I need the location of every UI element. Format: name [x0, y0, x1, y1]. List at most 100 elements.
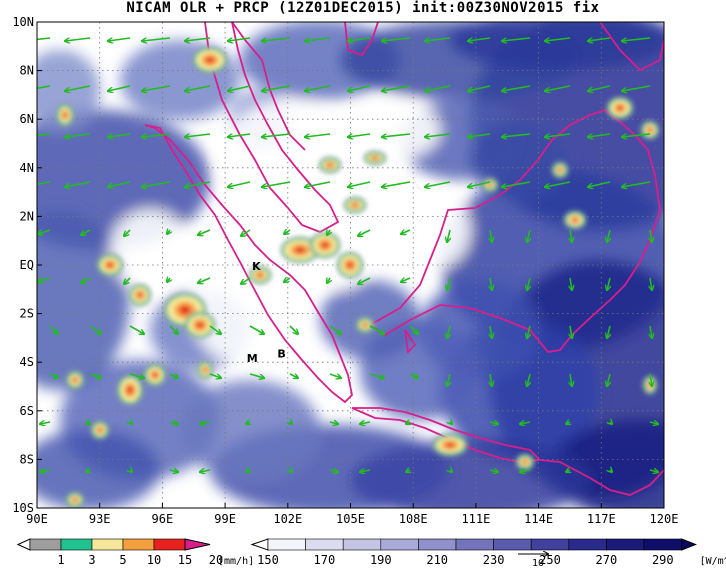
- x-tick-label: 120E: [650, 512, 679, 526]
- x-tick-label: 99E: [214, 512, 236, 526]
- wind-arrow: [241, 277, 251, 284]
- prcp-intense: [321, 242, 329, 248]
- olr-colorbar-tick: 230: [483, 553, 505, 567]
- prcp-intense: [205, 57, 215, 63]
- wind-arrow: [142, 133, 171, 137]
- wind-arrow: [262, 37, 291, 41]
- wind-arrow: [588, 181, 611, 187]
- wind-arrow: [305, 37, 331, 41]
- wind-arrow: [290, 422, 292, 424]
- reference-vector-label: 10: [532, 558, 544, 569]
- wind-arrow: [348, 133, 371, 137]
- wind-arrow: [37, 181, 51, 186]
- prcp-colorbar-tick: 1: [57, 553, 64, 567]
- prcp-colorbar-cell: [184, 538, 211, 551]
- wind-arrow: [360, 422, 371, 424]
- olr-colorbar-tick: 290: [652, 553, 674, 567]
- wind-arrow: [37, 133, 51, 137]
- olr-colorbar-cell: [267, 538, 306, 551]
- wind-arrow: [89, 325, 101, 334]
- olr-colorbar-cell: [568, 538, 607, 551]
- wind-arrow: [124, 229, 131, 236]
- wind-arrow: [290, 470, 292, 472]
- wind-arrow: [89, 373, 101, 378]
- x-tick-label: 102E: [273, 512, 302, 526]
- wind-arrow: [622, 85, 651, 91]
- wind-arrow: [527, 373, 530, 386]
- olr-colorbar-cell: [530, 538, 570, 551]
- wind-arrow: [447, 325, 450, 338]
- wind-arrow: [249, 373, 264, 378]
- y-tick-label: 4S: [20, 355, 34, 369]
- y-tick-label: 8N: [20, 64, 34, 78]
- wind-arrow: [169, 422, 178, 424]
- wind-arrow: [329, 470, 338, 472]
- wind-arrow: [200, 422, 211, 424]
- prcp-colorbar-cell: [29, 538, 62, 551]
- wind-arrow: [86, 470, 90, 472]
- wind-arrow: [401, 230, 411, 234]
- wind-arrow: [81, 229, 91, 235]
- wind-arrow: [406, 422, 410, 424]
- prcp-intense: [152, 372, 158, 378]
- wind-arrow: [262, 181, 291, 187]
- olr-colorbar-cell: [643, 538, 682, 551]
- wind-arrow: [468, 37, 491, 41]
- olr-colorbar-cell: [493, 538, 532, 551]
- prcp-colorbar-cell: [60, 538, 93, 551]
- map-plot-area: K M B: [37, 22, 664, 508]
- olr-colorbar-cell: [380, 538, 419, 551]
- prcp-colorbar-cell: [91, 538, 124, 551]
- place-label: B: [277, 347, 285, 360]
- wind-arrow: [570, 277, 572, 290]
- wind-arrow: [209, 373, 221, 378]
- wind-arrow: [305, 85, 331, 91]
- wind-arrow: [490, 325, 492, 338]
- prcp-intense: [63, 112, 67, 118]
- coastline-sulawesi: [599, 22, 664, 72]
- olr-colorbar-cell: [606, 538, 645, 551]
- wind-arrow: [490, 373, 492, 386]
- wind-arrow: [382, 37, 411, 41]
- prcp-intense: [488, 183, 492, 187]
- y-tick-label: 8S: [20, 452, 34, 466]
- wind-arrow: [329, 373, 341, 378]
- wind-arrow: [545, 37, 571, 41]
- wind-arrow: [502, 133, 531, 137]
- wind-arrow: [425, 85, 451, 91]
- wind-arrow: [348, 181, 371, 187]
- prcp-intense: [347, 262, 353, 268]
- wind-arrow: [329, 422, 338, 424]
- coastline-small-islands: [404, 329, 664, 496]
- x-tick-label: 108E: [399, 512, 428, 526]
- wind-arrow: [610, 470, 612, 472]
- wind-arrow: [108, 133, 131, 137]
- wind-arrow: [358, 229, 371, 236]
- coastline-borneo: [368, 108, 661, 353]
- wind-arrow: [358, 277, 371, 284]
- wind-arrow: [588, 133, 611, 137]
- wind-arrow: [129, 373, 144, 378]
- wind-arrow: [169, 470, 178, 472]
- wind-arrow: [520, 422, 531, 424]
- prcp-intense: [196, 322, 204, 328]
- wind-arrow: [86, 422, 90, 424]
- prcp-intense: [179, 305, 191, 315]
- wind-arrow: [450, 422, 452, 424]
- prcp-intense: [127, 386, 133, 394]
- coastlines: [144, 22, 664, 496]
- prcp-intense: [572, 218, 578, 222]
- prcp-colorbar-tick: 15: [178, 553, 192, 567]
- y-tick-label: EQ: [20, 258, 34, 272]
- olr-colorbar-low-end: [250, 538, 269, 551]
- wind-arrow: [409, 374, 418, 378]
- wind-arrow: [607, 277, 610, 290]
- wind-arrow: [284, 278, 291, 282]
- prcp-intense: [363, 323, 367, 327]
- wind-arrow: [49, 325, 58, 334]
- wind-arrow: [570, 229, 572, 242]
- olr-colorbar-cell: [455, 538, 494, 551]
- place-label: K: [252, 260, 261, 273]
- wind-arrow: [527, 229, 530, 242]
- wind-arrow: [502, 37, 531, 41]
